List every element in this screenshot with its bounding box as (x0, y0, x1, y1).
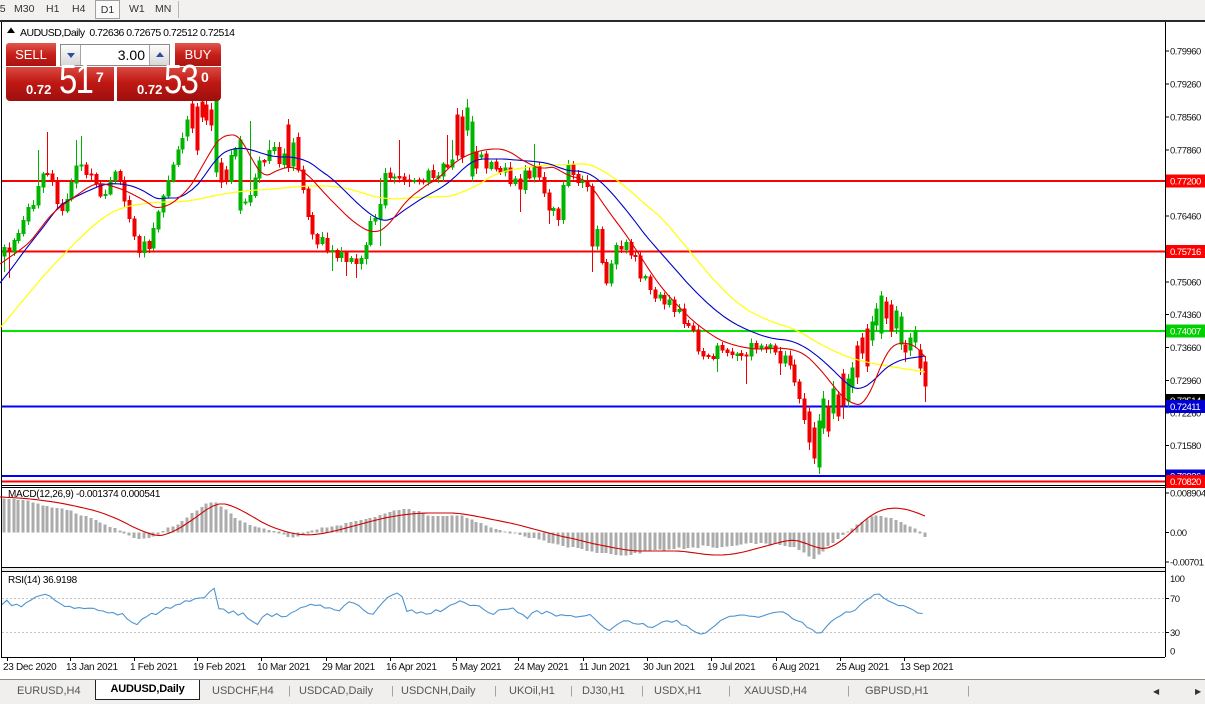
svg-text:5 May 2021: 5 May 2021 (452, 662, 502, 673)
svg-text:29 Mar 2021: 29 Mar 2021 (322, 662, 376, 673)
svg-text:0.70820: 0.70820 (1170, 477, 1201, 488)
svg-text:AUDUSD,Daily 0.72636 0.72675: AUDUSD,Daily 0.72636 0.72675 0.72512 0.7… (20, 27, 235, 39)
svg-text:24 May 2021: 24 May 2021 (514, 662, 569, 673)
svg-text:30: 30 (1170, 628, 1180, 639)
svg-text:0.76460: 0.76460 (1170, 212, 1201, 223)
svg-text:0.71580: 0.71580 (1170, 441, 1201, 452)
svg-text:0.79960: 0.79960 (1170, 47, 1201, 58)
svg-text:13 Sep 2021: 13 Sep 2021 (900, 662, 954, 673)
svg-text:0.72260: 0.72260 (1170, 409, 1201, 420)
svg-text:0.77200: 0.77200 (1170, 177, 1201, 188)
svg-text:1 Feb 2021: 1 Feb 2021 (130, 662, 178, 673)
svg-text:0.79260: 0.79260 (1170, 80, 1201, 91)
svg-text:0.72960: 0.72960 (1170, 376, 1201, 387)
svg-text:0.75060: 0.75060 (1170, 278, 1201, 289)
svg-text:0.74007: 0.74007 (1170, 327, 1201, 338)
svg-text:0.74360: 0.74360 (1170, 310, 1201, 321)
svg-text:70: 70 (1170, 594, 1180, 605)
svg-text:6 Aug 2021: 6 Aug 2021 (772, 662, 820, 673)
svg-text:0.75716: 0.75716 (1170, 247, 1201, 258)
svg-text:10 Mar 2021: 10 Mar 2021 (257, 662, 311, 673)
svg-text:MACD(12,26,9) -0.001374 0.0005: MACD(12,26,9) -0.001374 0.000541 (8, 489, 161, 500)
svg-text:19 Jul 2021: 19 Jul 2021 (707, 662, 756, 673)
svg-text:11 Jun 2021: 11 Jun 2021 (579, 662, 631, 673)
svg-text:13 Jan 2021: 13 Jan 2021 (66, 662, 118, 673)
svg-text:RSI(14) 36.9198: RSI(14) 36.9198 (8, 575, 78, 586)
svg-text:19 Feb 2021: 19 Feb 2021 (193, 662, 247, 673)
svg-text:0.78560: 0.78560 (1170, 113, 1201, 124)
svg-text:23 Dec 2020: 23 Dec 2020 (3, 662, 57, 673)
svg-text:30 Jun 2021: 30 Jun 2021 (643, 662, 695, 673)
svg-text:0.72411: 0.72411 (1170, 402, 1200, 413)
svg-text:16 Apr 2021: 16 Apr 2021 (386, 662, 437, 673)
svg-text:25 Aug 2021: 25 Aug 2021 (836, 662, 890, 673)
svg-text:0.00: 0.00 (1170, 528, 1187, 539)
svg-text:0.008904: 0.008904 (1170, 489, 1205, 500)
svg-text:0.73660: 0.73660 (1170, 343, 1201, 354)
svg-text:0: 0 (1170, 647, 1175, 658)
svg-text:-0.00701: -0.00701 (1170, 558, 1204, 569)
svg-text:100: 100 (1170, 574, 1185, 585)
svg-text:0.77860: 0.77860 (1170, 146, 1201, 157)
